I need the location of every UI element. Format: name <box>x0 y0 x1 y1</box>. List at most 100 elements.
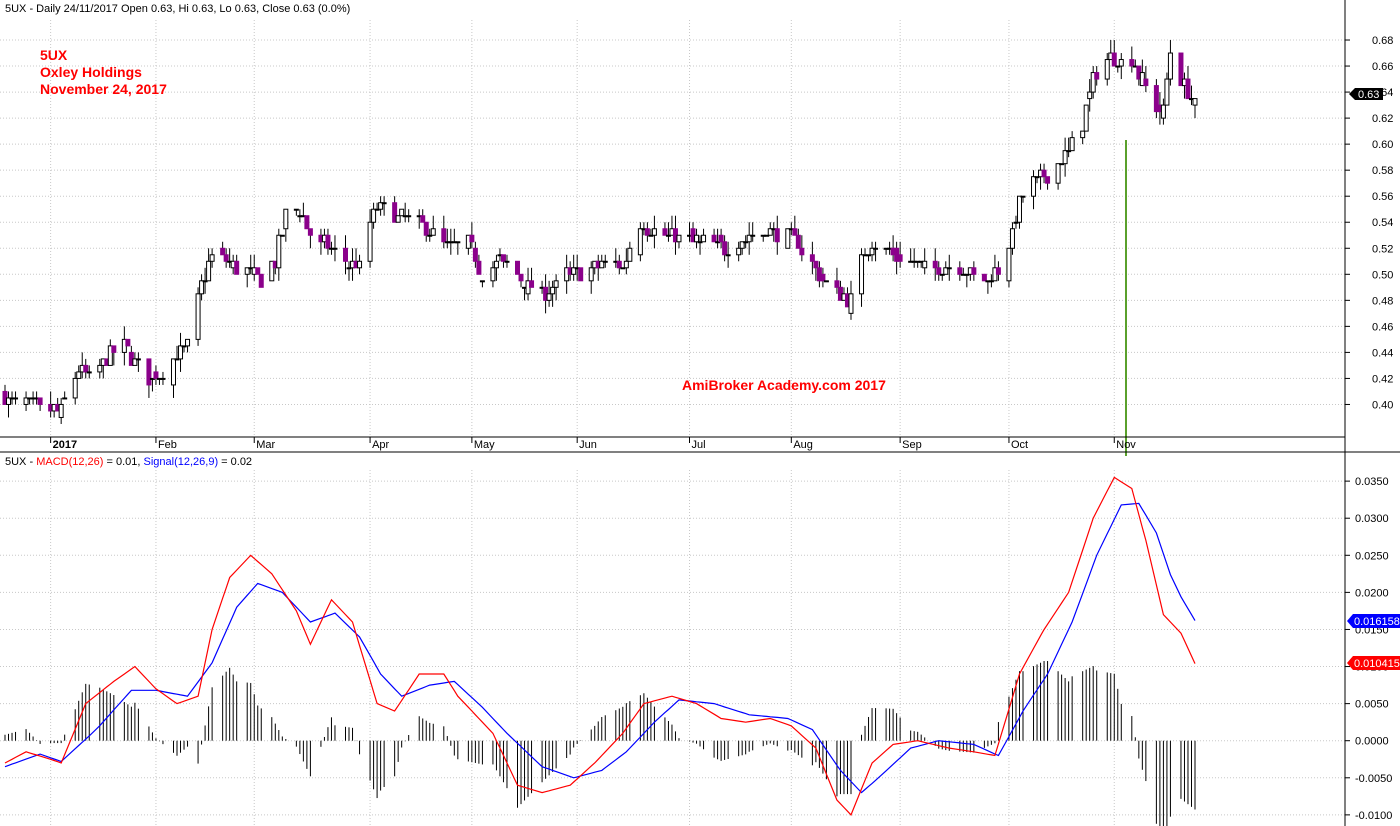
candle-up <box>479 280 485 283</box>
candle-down <box>799 247 805 256</box>
candle-up <box>1055 163 1061 184</box>
candle-down <box>472 247 478 262</box>
candle-up <box>946 267 952 270</box>
macd-tick-label: 0.0050 <box>1355 699 1389 711</box>
candle-up <box>869 247 875 256</box>
candle-up <box>97 364 103 373</box>
price-tick-label: 0.50 <box>1372 269 1393 281</box>
candle-up <box>76 371 82 379</box>
candle-down <box>153 371 159 379</box>
candle-up <box>1009 228 1015 249</box>
candle-up <box>381 202 387 205</box>
watermark-text: AmiBroker Academy.com 2017 <box>682 377 886 393</box>
candle-up <box>269 260 275 282</box>
candle-up <box>430 228 436 236</box>
month-label: Jun <box>579 439 597 451</box>
candle-up <box>209 254 215 262</box>
macd-tick-label: -0.0100 <box>1355 810 1392 822</box>
candle-up <box>493 260 499 269</box>
price-tick-label: 0.68 <box>1372 35 1393 47</box>
month-label: Feb <box>158 439 177 451</box>
candle-up <box>588 267 594 282</box>
month-label: Apr <box>372 439 389 451</box>
candle-down <box>971 267 977 275</box>
price-tick-label: 0.56 <box>1372 191 1393 203</box>
candle-down <box>1185 78 1191 100</box>
candle-down <box>834 280 840 288</box>
candle-up <box>367 221 373 262</box>
candle-up <box>1104 59 1110 80</box>
candle-up <box>1080 130 1086 139</box>
candle-up <box>725 254 731 257</box>
macd-header-prefix: 5UX - <box>5 456 36 468</box>
candle-up <box>637 228 643 256</box>
month-label: May <box>474 439 495 451</box>
candle-up <box>1083 104 1089 132</box>
candle-down <box>711 234 717 243</box>
candle-down <box>932 260 938 269</box>
candle-down <box>1153 85 1159 113</box>
candle-up <box>490 267 496 282</box>
candle-up <box>135 358 141 361</box>
price-tick-label: 0.54 <box>1372 217 1393 229</box>
candle-up <box>750 234 756 237</box>
candle-up <box>785 228 791 249</box>
candle-down <box>897 254 903 262</box>
candle-down <box>500 254 506 262</box>
candle-up <box>736 247 742 256</box>
candle-up <box>1087 91 1093 100</box>
macd-line <box>4 476 1196 816</box>
candle-up <box>1090 72 1096 93</box>
candle-up <box>399 208 405 217</box>
candle-down <box>476 260 482 275</box>
candle-up <box>571 267 577 275</box>
macd-header-macd-value: = 0.01, <box>103 456 143 468</box>
candle-up <box>1031 176 1037 197</box>
macd-header: 5UX - MACD(12,26) = 0.01, Signal(12,26,9… <box>5 456 252 468</box>
candle-up <box>72 377 78 399</box>
candle-up <box>550 286 556 295</box>
macd-tick-label: -0.0050 <box>1355 773 1392 785</box>
candlestick-series <box>2 40 1198 424</box>
candle-up <box>1118 59 1124 67</box>
candle-up <box>823 280 829 283</box>
candle-up <box>859 254 865 295</box>
last-price-tag: 0.63 <box>1349 88 1383 101</box>
candle-up <box>371 208 377 223</box>
candle-up <box>58 403 64 418</box>
candle-up <box>276 234 282 269</box>
candle-down <box>722 241 728 256</box>
candle-down <box>392 202 398 223</box>
candle-down <box>792 228 798 236</box>
candle-up <box>1167 52 1173 80</box>
candle-up <box>623 260 629 269</box>
candle-up <box>406 215 412 218</box>
candle-up <box>23 397 29 405</box>
candle-down <box>234 260 240 275</box>
candle-up <box>195 293 201 340</box>
candle-up <box>62 397 68 400</box>
candle-up <box>943 267 949 275</box>
month-label: Sep <box>902 439 922 451</box>
price-axis-ticks: 0.40 0.42 0.44 0.46 0.48 0.50 0.52 0.54 0.56 0.58… <box>1345 35 1393 411</box>
month-label: 2017 <box>53 439 77 451</box>
candle-down <box>304 215 310 230</box>
candle-up <box>701 234 707 243</box>
candle-down <box>981 273 987 282</box>
signal-line <box>4 502 1196 794</box>
candle-down <box>809 254 815 262</box>
candle-up <box>455 241 461 244</box>
candle-up <box>374 208 380 211</box>
candle-down <box>441 228 447 243</box>
month-label: Oct <box>1011 439 1028 451</box>
candle-down <box>1143 78 1149 87</box>
candle-up <box>185 338 191 347</box>
candle-up <box>873 247 879 250</box>
candle-up <box>676 234 682 243</box>
candle-up <box>1006 247 1012 282</box>
candle-up <box>132 358 138 366</box>
candle-up <box>107 345 113 366</box>
last-price-label: 0.63 <box>1358 89 1379 101</box>
candle-down <box>1111 52 1117 67</box>
candle-down <box>616 260 622 269</box>
